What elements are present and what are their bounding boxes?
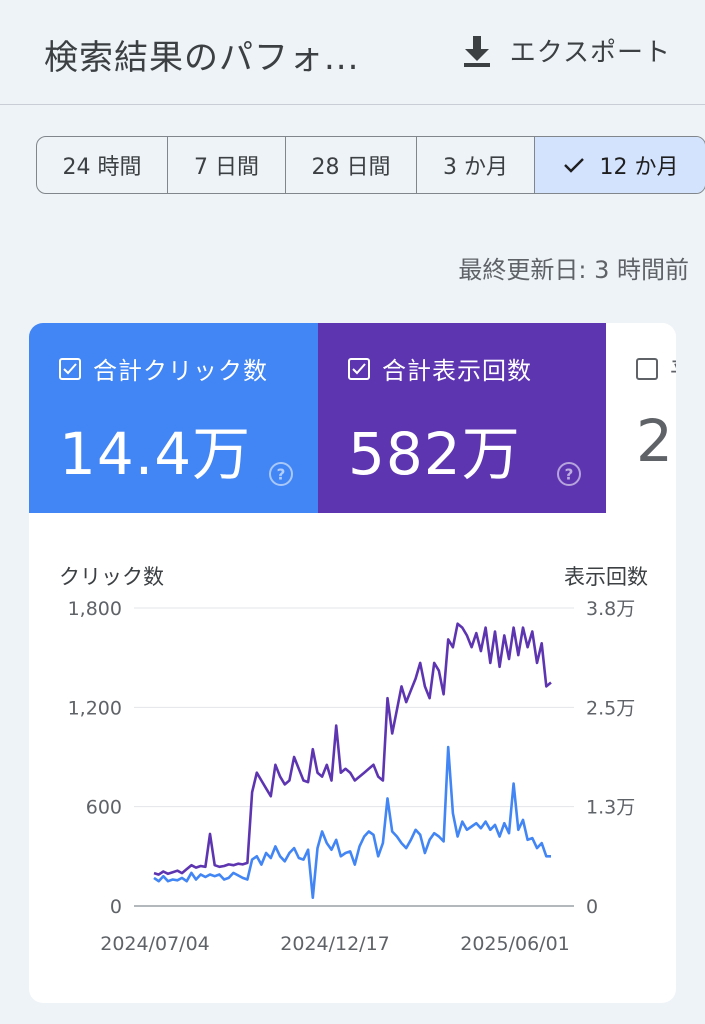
x-tick-label: 2025/06/01 xyxy=(460,933,570,955)
help-icon[interactable]: ? xyxy=(268,461,294,487)
metric-value: 14.4万 xyxy=(59,420,252,488)
range-28-days[interactable]: 28 日間 xyxy=(286,137,417,193)
metric-label: 平 xyxy=(670,351,676,386)
y-right-tick-label: 1.3万 xyxy=(586,797,635,819)
checkbox-checked-icon[interactable] xyxy=(59,357,81,380)
impressions-series-line xyxy=(153,622,552,876)
help-icon[interactable]: ? xyxy=(556,461,582,487)
range-3-months[interactable]: 3 か月 xyxy=(417,137,535,193)
y-left-tick-label: 1,200 xyxy=(68,697,122,719)
performance-card: 合計クリック数 14.4万 ? 合計表示回数 582万 ? 平 2. クリック数… xyxy=(29,323,676,1003)
check-icon xyxy=(563,158,584,173)
export-button[interactable]: エクスポート xyxy=(462,32,671,69)
range-24-hours[interactable]: 24 時間 xyxy=(37,137,168,193)
range-label: 12 か月 xyxy=(599,155,679,180)
clicks-series-line xyxy=(153,745,551,900)
page-title: 検索結果のパフォ... xyxy=(44,38,360,78)
range-label: 28 日間 xyxy=(311,155,391,180)
y-right-axis-title: 表示回数 xyxy=(564,565,648,589)
export-label: エクスポート xyxy=(509,38,671,68)
y-right-tick-label: 2.5万 xyxy=(586,697,635,719)
y-right-tick-label: 0 xyxy=(586,896,598,918)
app-header: 検索結果のパフォ... エクスポート xyxy=(0,0,705,105)
metric-average-ctr[interactable]: 平 2. xyxy=(606,323,676,513)
y-left-axis-title: クリック数 xyxy=(59,565,164,589)
metric-total-clicks[interactable]: 合計クリック数 14.4万 ? xyxy=(29,323,318,513)
date-range-selector: 24 時間 7 日間 28 日間 3 か月 12 か月 xyxy=(36,136,705,194)
checkbox-unchecked-icon[interactable] xyxy=(636,357,658,380)
chart-plot: 1,800 3.8万 1,200 2.5万 600 1.3万 0 0 2024/07/04 202… xyxy=(68,598,636,955)
x-tick-label: 2024/12/17 xyxy=(280,933,390,955)
range-label: 3 か月 xyxy=(443,155,508,180)
svg-text:?: ? xyxy=(277,466,286,484)
y-left-tick-label: 1,800 xyxy=(68,598,122,620)
performance-chart: クリック数 表示回数 1,800 3.8万 1,200 2.5万 600 1.3万 0 0 20… xyxy=(29,513,676,1003)
last-updated: 最終更新日: 3 時間前 xyxy=(458,256,689,284)
y-left-tick-label: 0 xyxy=(110,896,122,918)
metric-total-impressions[interactable]: 合計表示回数 582万 ? xyxy=(318,323,606,513)
checkbox-checked-icon[interactable] xyxy=(348,357,370,380)
x-tick-label: 2024/07/04 xyxy=(100,933,210,955)
metric-value: 2. xyxy=(636,407,676,475)
metric-label: 合計表示回数 xyxy=(382,357,532,385)
y-left-tick-label: 600 xyxy=(86,797,122,819)
range-12-months[interactable]: 12 か月 xyxy=(535,137,705,193)
metric-label: 合計クリック数 xyxy=(93,357,268,385)
y-right-tick-label: 3.8万 xyxy=(586,598,635,620)
range-label: 7 日間 xyxy=(194,155,259,180)
svg-text:?: ? xyxy=(565,466,574,484)
range-label: 24 時間 xyxy=(62,155,142,180)
download-icon xyxy=(463,35,490,67)
metric-value: 582万 xyxy=(348,420,521,488)
range-7-days[interactable]: 7 日間 xyxy=(168,137,286,193)
